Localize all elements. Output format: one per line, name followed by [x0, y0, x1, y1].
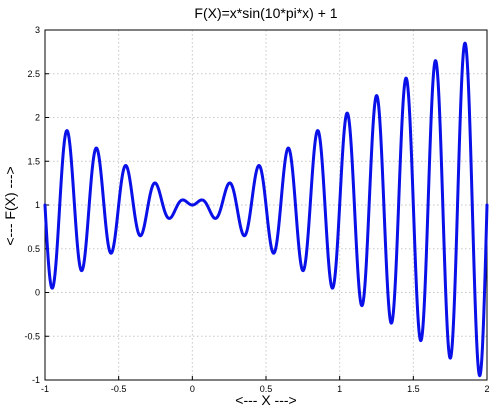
chart-title: F(X)=x*sin(10*pi*x) + 1	[194, 5, 337, 21]
y-tick-label: 0	[35, 288, 40, 298]
x-tick-label: -1	[41, 384, 49, 394]
y-tick-label: 1	[35, 200, 40, 210]
y-tick-label: -1	[32, 375, 40, 385]
y-axis-label: <--- F(X) --->	[2, 166, 18, 245]
x-axis-label: <--- X --->	[235, 392, 296, 408]
x-tick-label: 0	[190, 384, 195, 394]
y-tick-label: 2.5	[27, 69, 40, 79]
x-tick-label: 0.5	[260, 384, 273, 394]
y-tick-label: 2	[35, 113, 40, 123]
series-line	[43, 41, 489, 378]
x-tick-label: 2	[484, 384, 489, 394]
y-tick-label: 1.5	[27, 156, 40, 166]
y-tick-label: 3	[35, 25, 40, 35]
y-tick-label: -0.5	[24, 331, 40, 341]
y-tick-label: 0.5	[27, 244, 40, 254]
x-tick-label: -0.5	[111, 384, 127, 394]
x-tick-label: 1	[337, 384, 342, 394]
ticks: -1 -0.5 0 0.5 1 1.5 2 -1 -0.5 0 0.5 1 1.5 2 2.5 3	[24, 25, 489, 394]
x-tick-label: 1.5	[407, 384, 420, 394]
